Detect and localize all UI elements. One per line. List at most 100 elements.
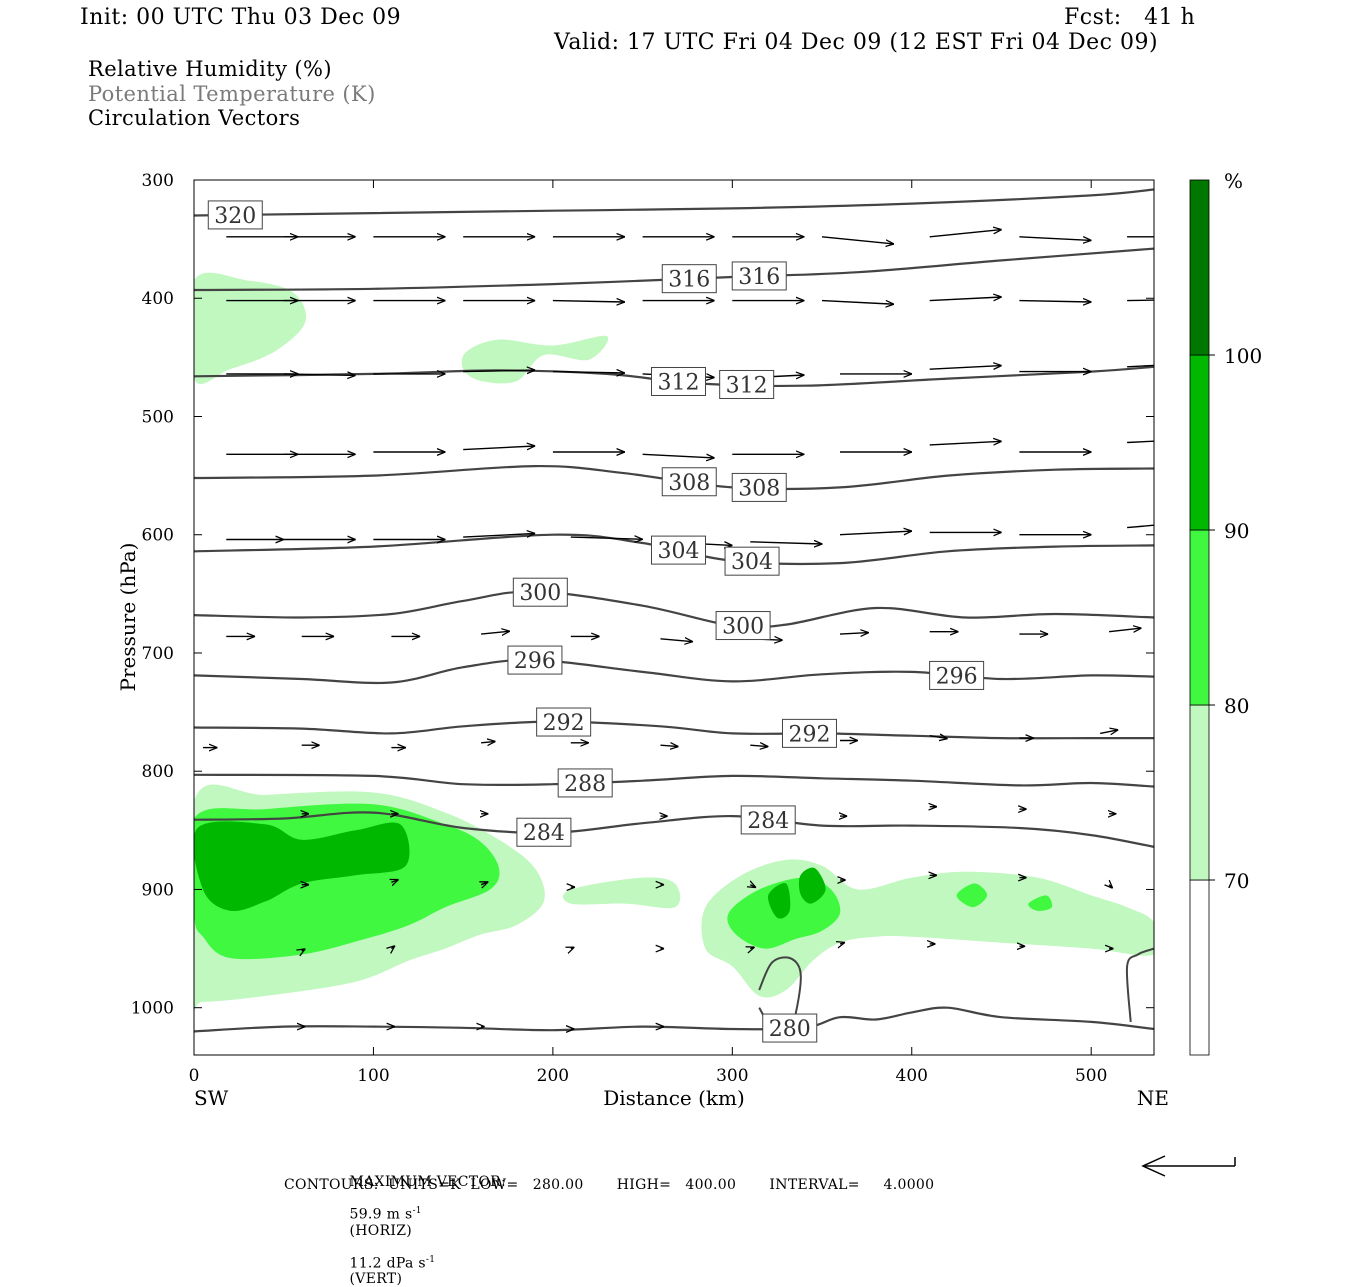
theta-label-box: [650, 535, 706, 565]
theta-label-box: [536, 707, 592, 737]
circulation-vector: [660, 745, 679, 746]
rh-colorbar: 70 80 90 100: [1189, 179, 1262, 1056]
theta-label-308: 308: [738, 476, 780, 501]
theta-contour-320: [194, 188, 1154, 217]
circulation-vector: [642, 454, 715, 458]
theta-contour-308: [194, 464, 1154, 491]
colorbar-band: [1189, 879, 1210, 1056]
circulation-vector: [821, 301, 894, 305]
circulation-vector: [1127, 524, 1154, 529]
plot-frame: [193, 179, 1155, 1056]
circulation-vector: [929, 441, 1002, 445]
rh-region-70: [562, 877, 681, 909]
theta-label-box: [507, 645, 563, 675]
theta-label-312: 312: [726, 373, 768, 398]
cross-section-chart: 320 316 316 312 312 308 308 304 304 300 300 296 296 2…: [116, 169, 1262, 1110]
theta-label-box: [724, 546, 780, 576]
circulation-vector: [750, 947, 754, 949]
circulation-vector: [463, 370, 535, 372]
x-tick-label: 300: [716, 1066, 748, 1086]
theta-label-box: [762, 1013, 818, 1043]
circulation-vector: [750, 745, 768, 746]
rh-region-80: [1028, 895, 1053, 911]
circulation-vector: [839, 633, 869, 635]
theta-contour-280: [194, 1006, 1154, 1033]
x-tick-label: 200: [537, 1066, 569, 1086]
x-axis-label: Distance (km): [603, 1086, 745, 1110]
circulation-vector: [570, 537, 643, 539]
y-tick-label: 1000: [131, 999, 174, 1019]
theta-contour-304: [194, 533, 1154, 566]
valid-time: Valid: 17 UTC Fri 04 Dec 09 (12 EST Fri …: [554, 30, 1159, 55]
circulation-vector: [1127, 440, 1154, 444]
y-axis-label: Pressure (hPa): [116, 543, 140, 692]
legend-relative-humidity: Relative Humidity (%): [88, 57, 332, 81]
circulation-vector: [929, 366, 1002, 370]
circulation-vector: [302, 949, 306, 951]
theta-label-292: 292: [788, 722, 830, 747]
rh-region-80: [956, 883, 988, 908]
circulation-vector: [481, 631, 510, 634]
relative-humidity-shading: [194, 272, 1154, 1013]
circulation-vector: [1127, 364, 1154, 368]
theta-label-316: 316: [738, 265, 780, 290]
theta-contour-316: [194, 247, 1154, 292]
theta-label-box: [207, 200, 263, 230]
circulation-vector: [660, 639, 693, 642]
theta-contour-280-closed: [1125, 947, 1154, 1022]
theta-label-304: 304: [657, 539, 699, 564]
rh-region-90: [767, 883, 791, 919]
x-end-label-right: NE: [1137, 1086, 1169, 1110]
circulation-vector: [821, 236, 894, 244]
y-tick-label: 700: [142, 644, 174, 664]
circulation-vector: [1127, 299, 1154, 302]
theta-label-box: [650, 366, 706, 396]
colorbar-unit: %: [1224, 169, 1243, 193]
circulation-vector: [571, 947, 575, 949]
vert-unit: (VERT): [349, 1271, 403, 1287]
y-tick-label: 600: [142, 526, 174, 546]
theta-label-box: [731, 472, 787, 502]
circulation-vector: [481, 881, 488, 885]
circulation-vector: [1109, 628, 1141, 632]
legend-potential-temperature: Potential Temperature (K): [88, 82, 376, 106]
circulation-vector: [750, 542, 822, 544]
circulation-vector: [463, 446, 535, 450]
circulation-vector: [839, 531, 912, 535]
forecast-hour: Fcst: 41 h: [1064, 5, 1196, 30]
colorbar-label: 90: [1224, 519, 1249, 543]
theta-contour-288: [194, 773, 1154, 788]
y-tick-label: 800: [142, 762, 174, 782]
colorbar-band: [1189, 179, 1210, 356]
theta-label-300: 300: [519, 581, 561, 606]
circulation-vector: [391, 946, 395, 949]
reference-vector-icon: [1141, 1155, 1236, 1177]
legend-circulation-vectors: Circulation Vectors: [88, 106, 301, 130]
theta-label-296: 296: [514, 649, 556, 674]
theta-label-304: 304: [731, 550, 773, 575]
x-tick-label: 0: [189, 1066, 200, 1086]
theta-contour-292: [194, 720, 1154, 740]
theta-contour-labels: 320 316 316 312 312 308 308 304 304 300 300 296 296 2…: [207, 200, 985, 1043]
theta-label-288: 288: [564, 772, 606, 797]
circulation-vector: [552, 372, 625, 373]
theta-label-308: 308: [668, 471, 710, 496]
theta-label-box: [661, 264, 717, 294]
theta-label-box: [731, 261, 787, 291]
circulation-vector: [929, 297, 1002, 301]
rh-region-90: [194, 821, 410, 912]
vert-value: 11.2 dPa s: [349, 1255, 426, 1272]
circulation-vector: [1109, 885, 1113, 889]
circulation-vector: [391, 878, 398, 883]
theta-label-box: [929, 660, 985, 690]
theta-label-box: [719, 369, 775, 399]
colorbar-label: 80: [1224, 694, 1249, 718]
circulation-vector: [750, 885, 756, 888]
y-tick-label: 900: [142, 880, 174, 900]
theta-label-box: [512, 577, 568, 607]
rh-region-70: [461, 335, 609, 384]
x-end-label-left: SW: [194, 1086, 229, 1110]
circulation-vector: [1019, 237, 1091, 241]
theta-label-284: 284: [523, 821, 565, 846]
circulation-vector: [283, 374, 356, 376]
